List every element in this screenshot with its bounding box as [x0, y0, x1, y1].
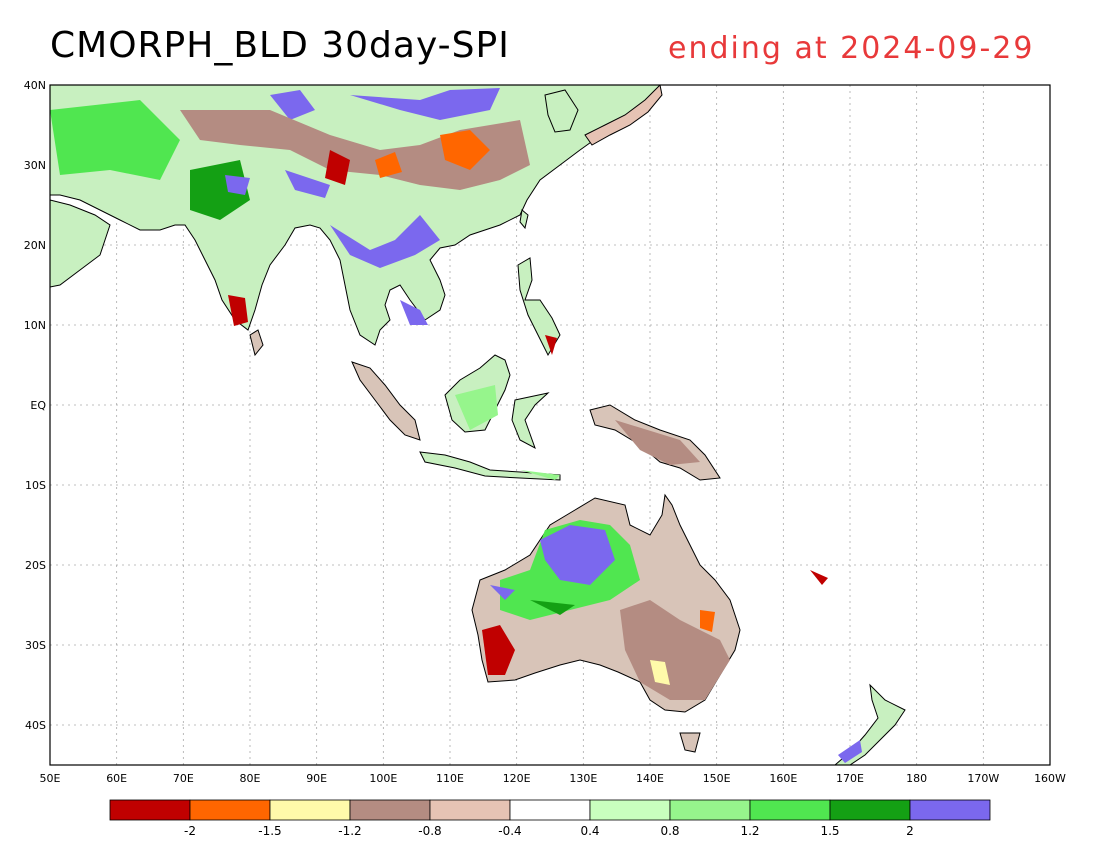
lon-tick-label: 100E: [369, 772, 397, 785]
colorbar-swatch: [429, 799, 511, 821]
colorbar-swatch: [349, 799, 431, 821]
philippines: [517, 257, 561, 357]
lon-tick-label: 140E: [636, 772, 664, 785]
sri-lanka: [249, 329, 264, 357]
lat-tick-label: 10N: [24, 319, 46, 332]
colorbar-swatch: [189, 799, 271, 821]
java: [419, 451, 561, 481]
land-areas: [50, 85, 906, 765]
lat-tick-label: 30S: [25, 639, 46, 652]
latitude-labels: 40N 30N 20N 10N EQ 10S 20S 30S 40S: [24, 79, 47, 732]
colorbar-labels: -2 -1.5 -1.2 -0.8 -0.4 0.4 0.8 1.2 1.5 2: [184, 824, 914, 838]
map-frame: [49, 84, 1051, 766]
lon-tick-label: 120E: [503, 772, 531, 785]
lon-tick-label: 80E: [240, 772, 261, 785]
arabia-landmass: [50, 199, 111, 288]
lon-tick-label: 130E: [569, 772, 597, 785]
colorbar-swatch: [509, 799, 591, 821]
longitude-labels: 50E 60E 70E 80E 90E 100E 110E 120E 130E 140E 150E 1…: [40, 772, 1067, 785]
map-title: CMORPH_BLD 30day-SPI: [50, 25, 510, 66]
colorbar-label: 0.4: [580, 824, 599, 838]
lon-tick-label: 60E: [106, 772, 127, 785]
date-subtitle: ending at 2024-09-29: [668, 31, 1035, 66]
colorbar-swatch: [829, 799, 911, 821]
lon-tick-label: 90E: [306, 772, 327, 785]
tasmania: [679, 732, 701, 753]
lon-tick-label: 180: [906, 772, 927, 785]
colorbar-swatch: [269, 799, 351, 821]
lat-tick-label: 30N: [24, 159, 46, 172]
lat-tick-label: EQ: [30, 399, 46, 412]
colorbar-label: -1.2: [338, 824, 361, 838]
colorbar-label: 1.2: [740, 824, 759, 838]
new-zealand: [834, 683, 906, 765]
lon-tick-label: 50E: [40, 772, 61, 785]
colorbar-label: 2: [906, 824, 914, 838]
lon-tick-label: 150E: [703, 772, 731, 785]
korea: [544, 89, 579, 133]
taiwan: [519, 209, 529, 230]
colorbar-swatch: [109, 799, 191, 821]
colorbar-label: 1.5: [820, 824, 839, 838]
lat-tick-label: 10S: [25, 479, 46, 492]
colorbar-label: -0.4: [498, 824, 521, 838]
colorbar-swatch: [749, 799, 831, 821]
lon-tick-label: 160E: [769, 772, 797, 785]
colorbar-swatch: [669, 799, 751, 821]
lat-tick-label: 40N: [24, 79, 46, 92]
lat-tick-label: 20S: [25, 559, 46, 572]
colorbar-label: 0.8: [660, 824, 679, 838]
colorbar-label: -0.8: [418, 824, 441, 838]
colorbar-swatch: [909, 799, 991, 821]
japan: [584, 85, 663, 146]
sumatra: [351, 361, 421, 441]
spi-shading: [50, 88, 862, 763]
colorbar-swatch: [589, 799, 671, 821]
lon-tick-label: 70E: [173, 772, 194, 785]
lon-tick-label: 110E: [436, 772, 464, 785]
colorbar-label: -1.5: [258, 824, 281, 838]
lon-tick-label: 170W: [967, 772, 999, 785]
lon-tick-label: 170E: [836, 772, 864, 785]
lat-tick-label: 20N: [24, 239, 46, 252]
colorbar: [109, 799, 991, 821]
lon-tick-label: 160W: [1034, 772, 1066, 785]
lat-tick-label: 40S: [25, 719, 46, 732]
sulawesi: [511, 392, 550, 450]
colorbar-label: -2: [184, 824, 196, 838]
